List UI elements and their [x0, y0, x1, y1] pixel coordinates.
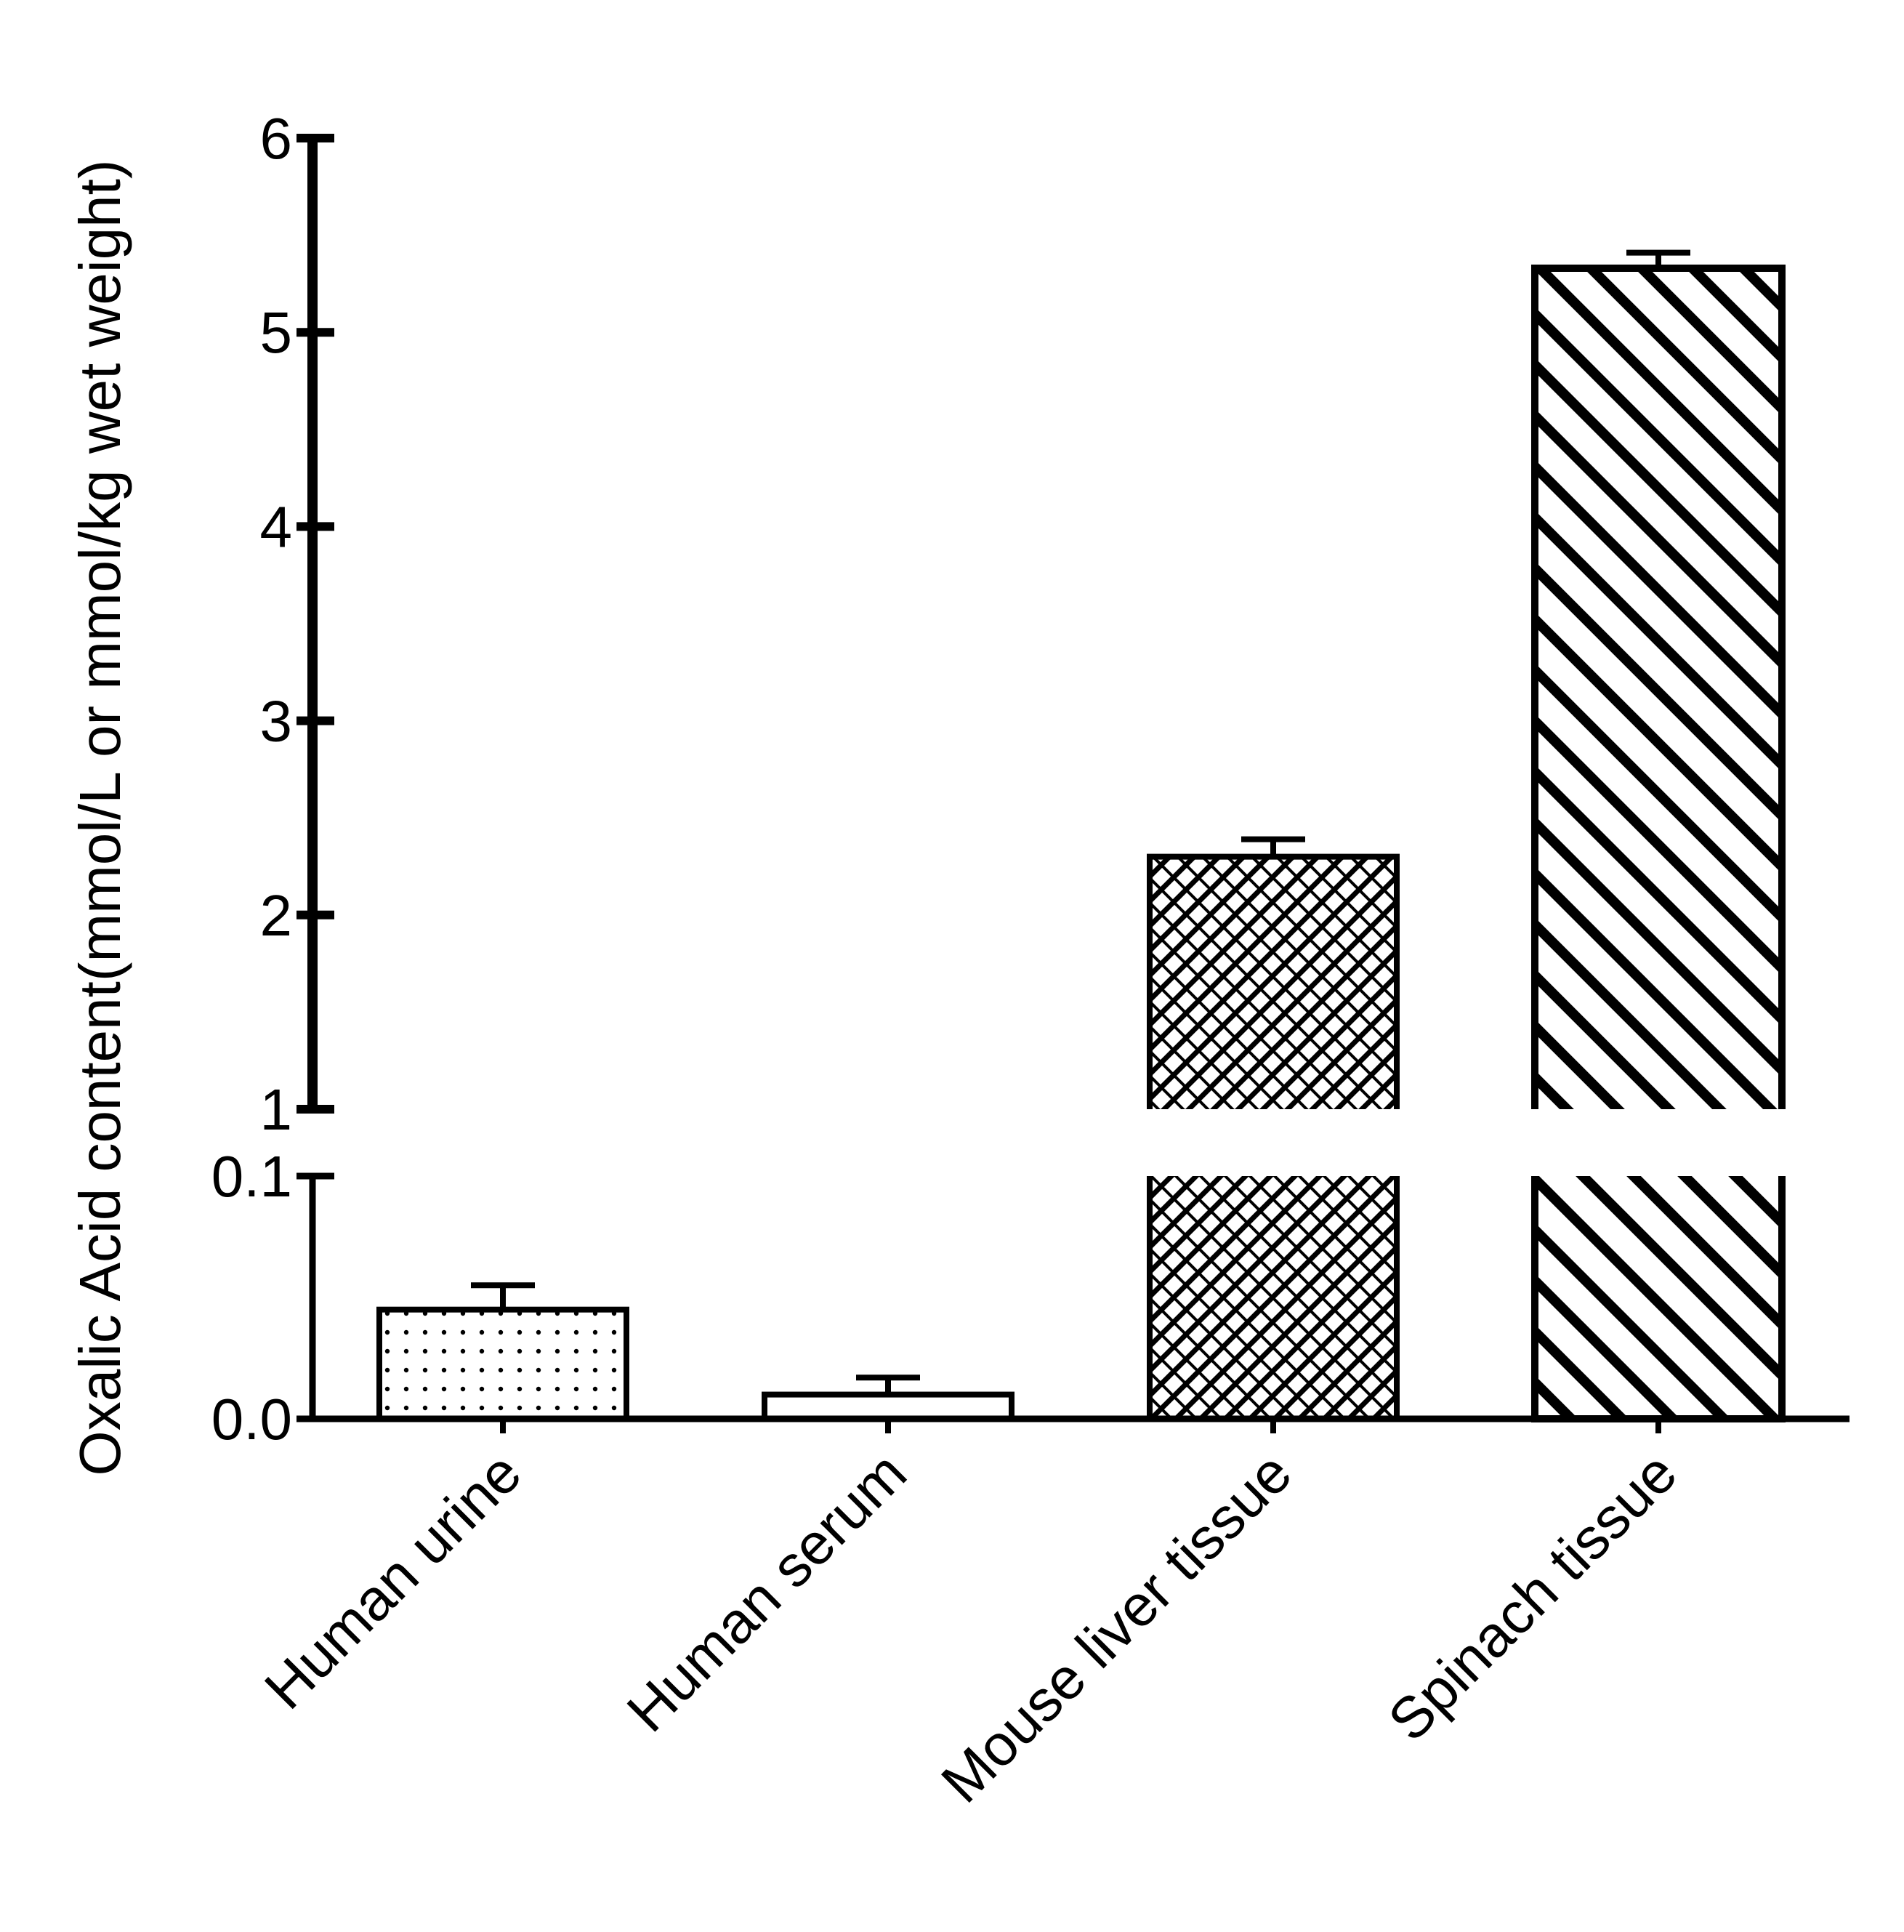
x-tick-label-human-serum: Human serum: [615, 1440, 919, 1744]
y-axis-label: Oxalic Acid content(mmol/L or mmol/kg we…: [68, 160, 132, 1476]
bar-upper-fill-spinach-tissue: [1535, 268, 1782, 1110]
x-tick-label-human-urine: Human urine: [252, 1440, 533, 1721]
y-tick-label-lower-0: 0.0: [211, 1387, 292, 1452]
bar-lower-fill-mouse-liver-tissue: [1150, 1176, 1397, 1419]
y-tick-label-upper-4: 5: [260, 300, 293, 365]
bar-lower-fill-spinach-tissue: [1535, 1176, 1782, 1419]
y-tick-label-upper-0: 1: [260, 1077, 293, 1142]
x-tick-label-mouse-liver-tissue: Mouse liver tissue: [929, 1440, 1304, 1815]
x-tick-label-spinach-tissue: Spinach tissue: [1376, 1440, 1689, 1753]
bar-human-serum: [762, 1391, 1014, 1422]
bar-human-urine: [376, 1306, 629, 1422]
bar-upper-fill-mouse-liver-tissue: [1150, 856, 1397, 1109]
y-tick-label-lower-1: 0.1: [211, 1144, 292, 1209]
y-tick-label-upper-5: 6: [260, 106, 293, 171]
y-tick-label-upper-3: 4: [260, 494, 293, 559]
y-tick-label-upper-2: 3: [260, 689, 293, 754]
y-tick-label-upper-1: 2: [260, 883, 293, 948]
